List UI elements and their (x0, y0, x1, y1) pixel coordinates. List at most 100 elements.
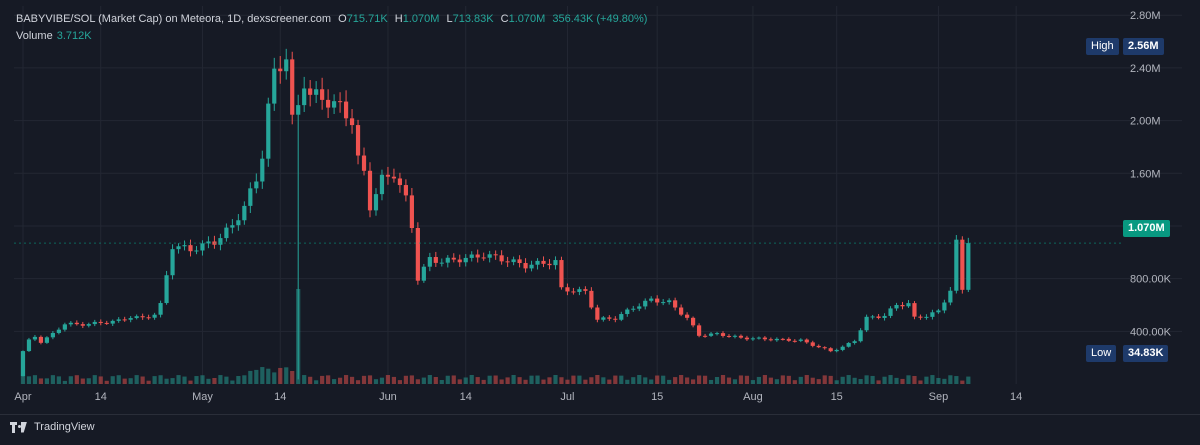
candle-body (373, 194, 379, 211)
low-key: L (446, 13, 453, 25)
tradingview-logo[interactable]: TradingView (10, 421, 95, 433)
footer-bar (0, 414, 1200, 445)
candle-body (535, 260, 540, 265)
high-value: 1.070M (402, 13, 440, 25)
volume-bar (948, 375, 953, 384)
candle-body (457, 259, 462, 263)
candle-body (649, 298, 654, 301)
x-tick-label: 15 (831, 391, 843, 403)
candle-body (146, 317, 151, 319)
volume-bar (403, 375, 408, 384)
candle-body (816, 345, 821, 348)
volume-bar (349, 376, 355, 384)
candle-body (679, 307, 684, 315)
volume-bar (661, 375, 666, 384)
candle-body (936, 310, 941, 313)
candle-body (912, 303, 917, 317)
candle-body (954, 239, 959, 291)
candle-body (463, 257, 468, 263)
volume-bar (194, 376, 199, 384)
volume-bar (966, 376, 971, 384)
low-badge-label: Low (1091, 347, 1112, 359)
volume-bar (541, 379, 546, 384)
x-tick-label: Apr (14, 391, 31, 403)
candle-body (720, 333, 726, 336)
candle-body (517, 259, 522, 264)
candle-body (475, 254, 480, 258)
candle-body (840, 346, 845, 350)
candle-body (26, 339, 32, 352)
candle-body (547, 263, 552, 266)
candle-body (553, 260, 558, 266)
volume-bar (565, 379, 570, 384)
candle-body (200, 243, 205, 251)
volume-bar (685, 377, 690, 384)
candle-body (50, 332, 55, 338)
volume-bar (391, 376, 397, 384)
volume-bar (583, 379, 588, 384)
candle-body (631, 308, 636, 310)
candle-body (762, 337, 767, 340)
volume-bar (726, 377, 732, 384)
candle-body (98, 321, 103, 323)
volume-bar (320, 375, 325, 384)
volume-bar (302, 375, 307, 384)
volume-bar (589, 377, 594, 384)
candle-body (230, 225, 235, 228)
volume-bar (134, 375, 139, 384)
candle-body (798, 339, 803, 341)
volume-bar (176, 375, 181, 384)
tradingview-brand: TradingView (34, 421, 95, 433)
candle-body (702, 335, 708, 337)
volume-legend: Volume 3.712K (16, 30, 92, 42)
candle-body (607, 317, 612, 319)
candle-body (750, 338, 756, 340)
candle-body (726, 335, 732, 337)
candle-body (685, 314, 690, 318)
candles (14, 48, 1122, 380)
candle-body (32, 336, 38, 340)
volume-bar (433, 376, 438, 384)
y-tick-label: 400.00K (1130, 326, 1172, 338)
volume-bar (116, 375, 121, 384)
candle-body (385, 174, 391, 177)
candle-body (511, 259, 516, 263)
candle-body (170, 249, 175, 276)
volume-bar (936, 377, 941, 384)
candle-body (601, 317, 606, 320)
volume-bar (62, 380, 67, 384)
x-tick-label: May (192, 391, 213, 403)
volume-bar (768, 377, 773, 384)
candle-body (559, 260, 564, 288)
candle-body (469, 254, 474, 258)
volume-bar (912, 375, 917, 384)
volume-bar (445, 375, 450, 384)
candle-body (56, 329, 61, 333)
volume-bar (667, 379, 672, 384)
candle-body (834, 349, 839, 352)
volume-bar (278, 367, 283, 384)
candle-body (326, 99, 331, 108)
candle-body (242, 205, 247, 221)
candle-body (529, 264, 534, 269)
volume-bar (918, 380, 923, 384)
volume-bar (942, 378, 947, 384)
candle-body (768, 339, 773, 341)
volume-bar (553, 375, 558, 384)
volume-bar (547, 377, 552, 384)
volume-bar (427, 375, 432, 384)
volume-bar (798, 376, 803, 384)
candle-body (337, 101, 343, 103)
candle-body (391, 176, 397, 179)
volume-bar (475, 377, 480, 384)
x-tick-label: 14 (460, 391, 472, 403)
candle-body (481, 257, 486, 259)
candle-body (858, 330, 863, 342)
low-value: 713.83K (452, 13, 494, 25)
volume-bar (326, 375, 331, 384)
volume-bar (38, 378, 44, 384)
volume-bar (487, 375, 492, 384)
high-badge-value: 2.56M (1123, 38, 1164, 55)
volume-bar (248, 370, 253, 384)
